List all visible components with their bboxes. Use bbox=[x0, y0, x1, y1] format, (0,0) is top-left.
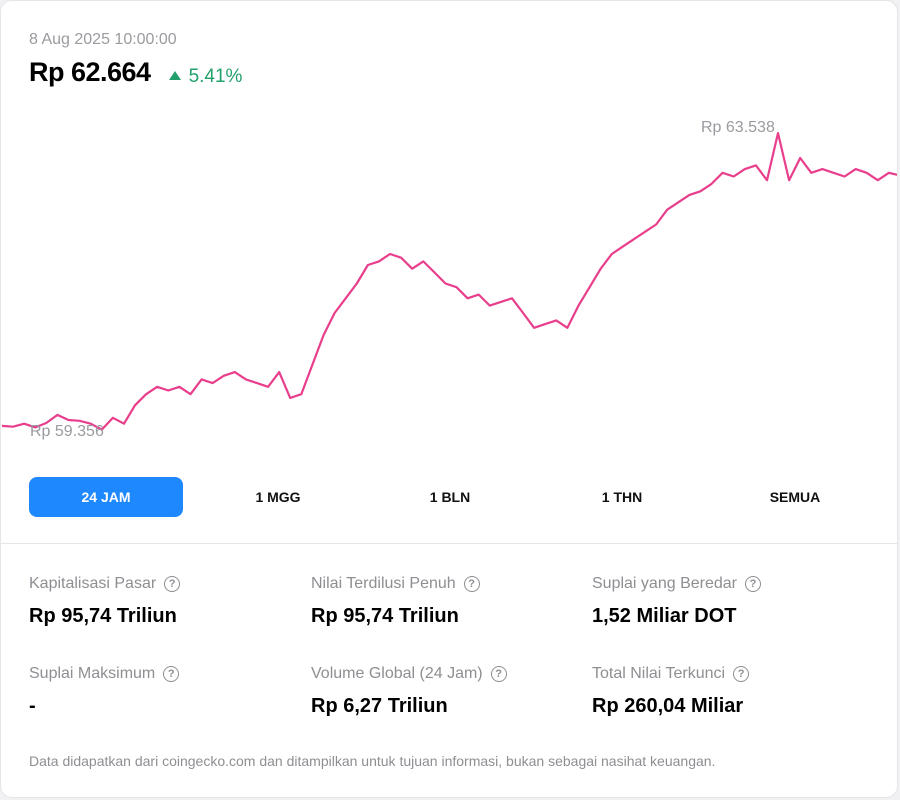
price-change-percent: 5.41% bbox=[188, 65, 243, 87]
stat-max-supply: Suplai Maksimum? - bbox=[29, 665, 180, 718]
stat-label: Suplai Maksimum bbox=[29, 665, 156, 682]
help-icon[interactable]: ? bbox=[163, 666, 180, 682]
tab-semua[interactable]: SEMUA bbox=[769, 489, 821, 505]
stat-circulating-supply: Suplai yang Beredar? 1,52 Miliar DOT bbox=[592, 575, 761, 628]
timestamp: 8 Aug 2025 10:00:00 bbox=[29, 31, 177, 48]
stat-label: Kapitalisasi Pasar bbox=[29, 575, 157, 592]
up-arrow-icon bbox=[168, 71, 181, 80]
chart-min-label: Rp 59.356 bbox=[30, 423, 104, 440]
stat-value: - bbox=[29, 695, 36, 717]
tab-24-jam[interactable]: 24 JAM bbox=[29, 477, 183, 517]
stat-value: Rp 6,27 Triliun bbox=[311, 695, 448, 717]
divider bbox=[1, 543, 897, 544]
stat-value: Rp 260,04 Miliar bbox=[592, 695, 744, 717]
price-change: 5.41% bbox=[168, 65, 243, 88]
stat-value: 1,52 Miliar DOT bbox=[592, 605, 737, 627]
stat-label: Total Nilai Terkunci bbox=[592, 665, 726, 682]
stat-label: Suplai yang Beredar bbox=[592, 575, 737, 592]
stat-market-cap: Kapitalisasi Pasar? Rp 95,74 Triliun bbox=[29, 575, 181, 628]
disclaimer: Data didapatkan dari coingecko.com dan d… bbox=[29, 753, 716, 769]
help-icon[interactable]: ? bbox=[744, 576, 761, 592]
stat-fully-diluted: Nilai Terdilusi Penuh? Rp 95,74 Triliun bbox=[311, 575, 480, 628]
help-icon[interactable]: ? bbox=[164, 576, 181, 592]
tab-1-mgg[interactable]: 1 MGG bbox=[255, 489, 301, 505]
stat-global-volume: Volume Global (24 Jam)? Rp 6,27 Triliun bbox=[311, 665, 507, 718]
price-chart bbox=[1, 132, 897, 431]
price-line bbox=[1, 132, 897, 431]
stat-total-value-locked: Total Nilai Terkunci? Rp 260,04 Miliar bbox=[592, 665, 750, 718]
chart-max-label: Rp 63.538 bbox=[701, 119, 775, 136]
current-price: Rp 62.664 bbox=[29, 57, 151, 87]
stat-label: Volume Global (24 Jam) bbox=[311, 665, 483, 682]
tab-1-thn[interactable]: 1 THN bbox=[601, 489, 643, 505]
tab-1-bln[interactable]: 1 BLN bbox=[429, 489, 471, 505]
stat-value: Rp 95,74 Triliun bbox=[29, 605, 177, 627]
timeframe-tabs: 24 JAM 1 MGG 1 BLN 1 THN SEMUA bbox=[29, 477, 879, 517]
price-row: Rp 62.664 5.41% bbox=[29, 57, 242, 88]
help-icon[interactable]: ? bbox=[490, 666, 507, 682]
stat-label: Nilai Terdilusi Penuh bbox=[311, 575, 456, 592]
help-icon[interactable]: ? bbox=[733, 666, 750, 682]
help-icon[interactable]: ? bbox=[463, 576, 480, 592]
stat-value: Rp 95,74 Triliun bbox=[311, 605, 459, 627]
